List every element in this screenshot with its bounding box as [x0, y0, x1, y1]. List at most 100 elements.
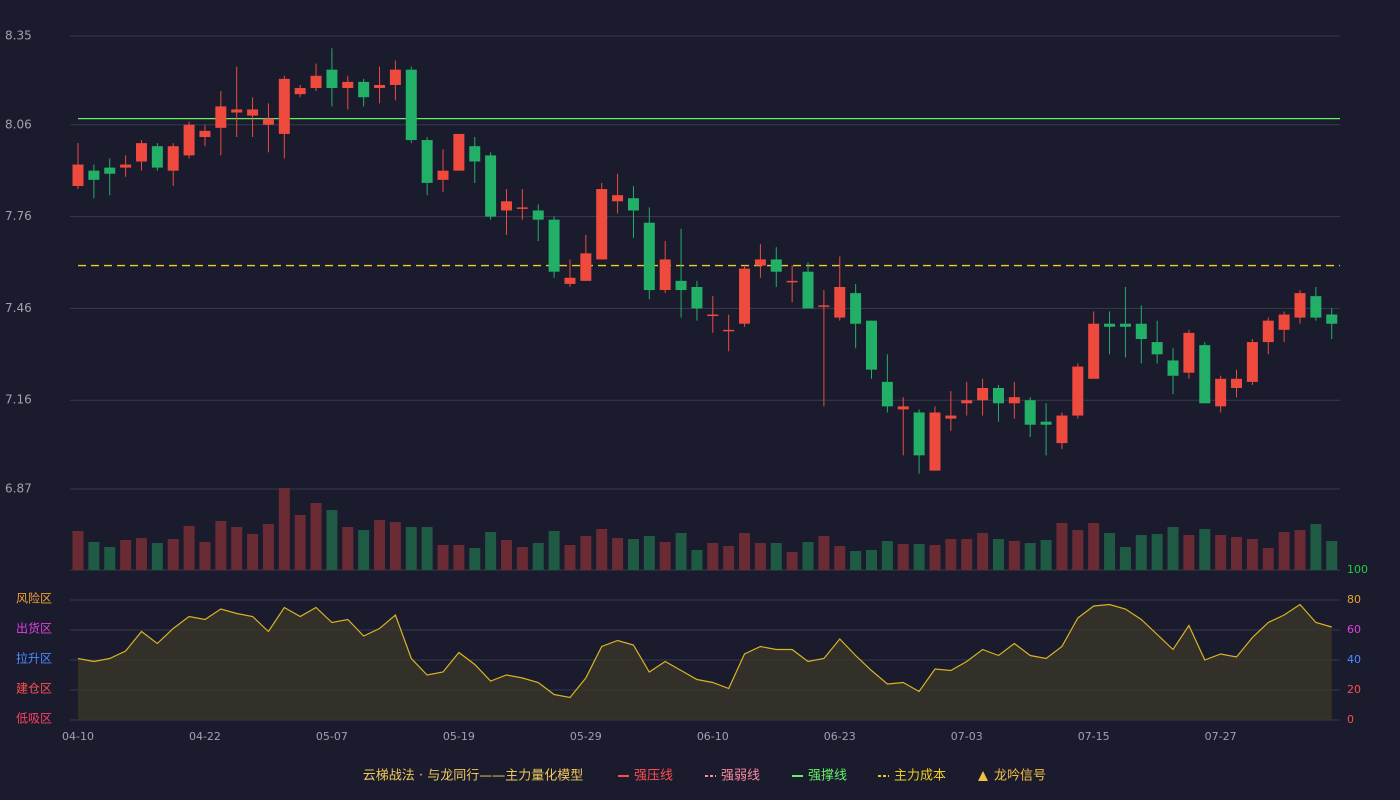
volume-bar	[1294, 530, 1306, 570]
oscillator-line	[77, 603, 1332, 699]
candle-body	[183, 124, 195, 156]
volume-bar	[802, 542, 814, 570]
candle-body	[929, 412, 941, 471]
volume-bar	[1231, 537, 1243, 570]
legend-title: 云梯战法 · 与龙同行——主力量化模型	[363, 769, 583, 784]
volume-bar	[1104, 533, 1116, 570]
volume-bar	[866, 550, 877, 570]
candle-body	[612, 195, 624, 202]
candle-body	[199, 130, 211, 138]
volume-bar	[516, 547, 528, 570]
candle-body	[104, 167, 116, 174]
candle-body	[421, 140, 433, 183]
candle-body	[961, 400, 973, 404]
volume-bar	[358, 530, 370, 570]
volume-bar	[897, 544, 909, 570]
volume-bar	[151, 543, 163, 570]
y2-tick-label: 80	[1347, 593, 1361, 606]
candle-body	[992, 387, 1004, 404]
x-tick-label: 05-07	[316, 730, 348, 743]
candle-body	[913, 412, 925, 456]
candle-body	[405, 69, 417, 141]
volume-bar	[754, 543, 766, 570]
candle-body	[1072, 366, 1084, 416]
candle-body	[754, 259, 766, 266]
volume-bar	[1167, 527, 1179, 570]
volume-bar	[770, 543, 782, 570]
volume-bar	[992, 539, 1004, 570]
y2-tick-label: 20	[1347, 683, 1361, 696]
candle-body	[1151, 342, 1163, 355]
candle-body	[1246, 342, 1258, 382]
volume-bar	[1088, 523, 1100, 570]
volume-bar	[1040, 540, 1052, 570]
volume-bar	[723, 546, 735, 570]
volume-bar	[167, 539, 179, 570]
candle-body	[850, 293, 862, 324]
candle-body	[770, 259, 782, 272]
candle-body	[548, 219, 560, 272]
candle-body	[1278, 314, 1290, 330]
x-tick-label: 07-15	[1078, 730, 1110, 743]
volume-bar	[659, 542, 671, 570]
candle-body	[1104, 323, 1116, 327]
volume-bar	[469, 548, 481, 570]
candle-body	[627, 198, 639, 211]
volume-bar	[643, 536, 655, 570]
volume-bar	[707, 543, 719, 570]
volume-bar	[1183, 535, 1195, 570]
candle-body	[1024, 400, 1036, 425]
legend-label: 主力成本	[894, 769, 946, 784]
volume-bar	[485, 532, 497, 570]
volume-bar	[850, 551, 862, 570]
x-tick-label: 05-29	[570, 730, 602, 743]
legend-label: 龙吟信号	[994, 768, 1046, 784]
candle-body	[342, 81, 354, 89]
candle-body	[897, 406, 909, 410]
volume-bar	[88, 542, 100, 570]
volume-bar	[500, 540, 512, 570]
candle-body	[72, 164, 84, 186]
y-tick-label: 7.16	[5, 393, 32, 407]
volume-bar	[389, 522, 401, 570]
candle-body	[564, 277, 576, 284]
candle-body	[881, 381, 893, 407]
volume-bar	[580, 536, 592, 570]
candle-body	[977, 387, 989, 401]
candle-body	[358, 81, 370, 98]
candle-body	[1040, 421, 1052, 425]
volume-bar	[1072, 530, 1084, 570]
candle-body	[262, 118, 274, 125]
volume-bar	[231, 527, 243, 570]
volume-bar	[612, 538, 624, 570]
volume-bar	[1119, 547, 1131, 570]
candle-body	[310, 75, 322, 89]
volume-bar	[961, 539, 973, 570]
y-tick-label: 8.35	[5, 29, 32, 43]
candle-body	[88, 170, 100, 180]
volume-bar	[1056, 523, 1068, 570]
volume-bar	[1278, 532, 1290, 570]
x-tick-label: 06-23	[824, 730, 856, 743]
candle-body	[1056, 415, 1068, 444]
candle-body	[1008, 397, 1020, 404]
candle-body	[151, 146, 163, 168]
volume-bar	[627, 539, 639, 570]
volume-bar	[135, 538, 147, 570]
x-tick-label: 04-10	[62, 730, 94, 743]
volume-bar	[310, 503, 322, 570]
candle-body	[1119, 323, 1131, 327]
zone-label: 低吸区	[16, 712, 52, 726]
zone-label: 建仓区	[16, 682, 52, 696]
candle-body	[215, 106, 227, 128]
volume-bar	[1135, 535, 1147, 570]
volume-bar	[183, 526, 195, 570]
volume-bar	[342, 527, 354, 570]
candle-body	[389, 69, 401, 85]
candle-body	[691, 286, 703, 309]
candle-body	[1262, 320, 1274, 343]
candle-body	[739, 268, 751, 324]
candle-body	[231, 109, 243, 113]
candle-body	[120, 164, 132, 168]
